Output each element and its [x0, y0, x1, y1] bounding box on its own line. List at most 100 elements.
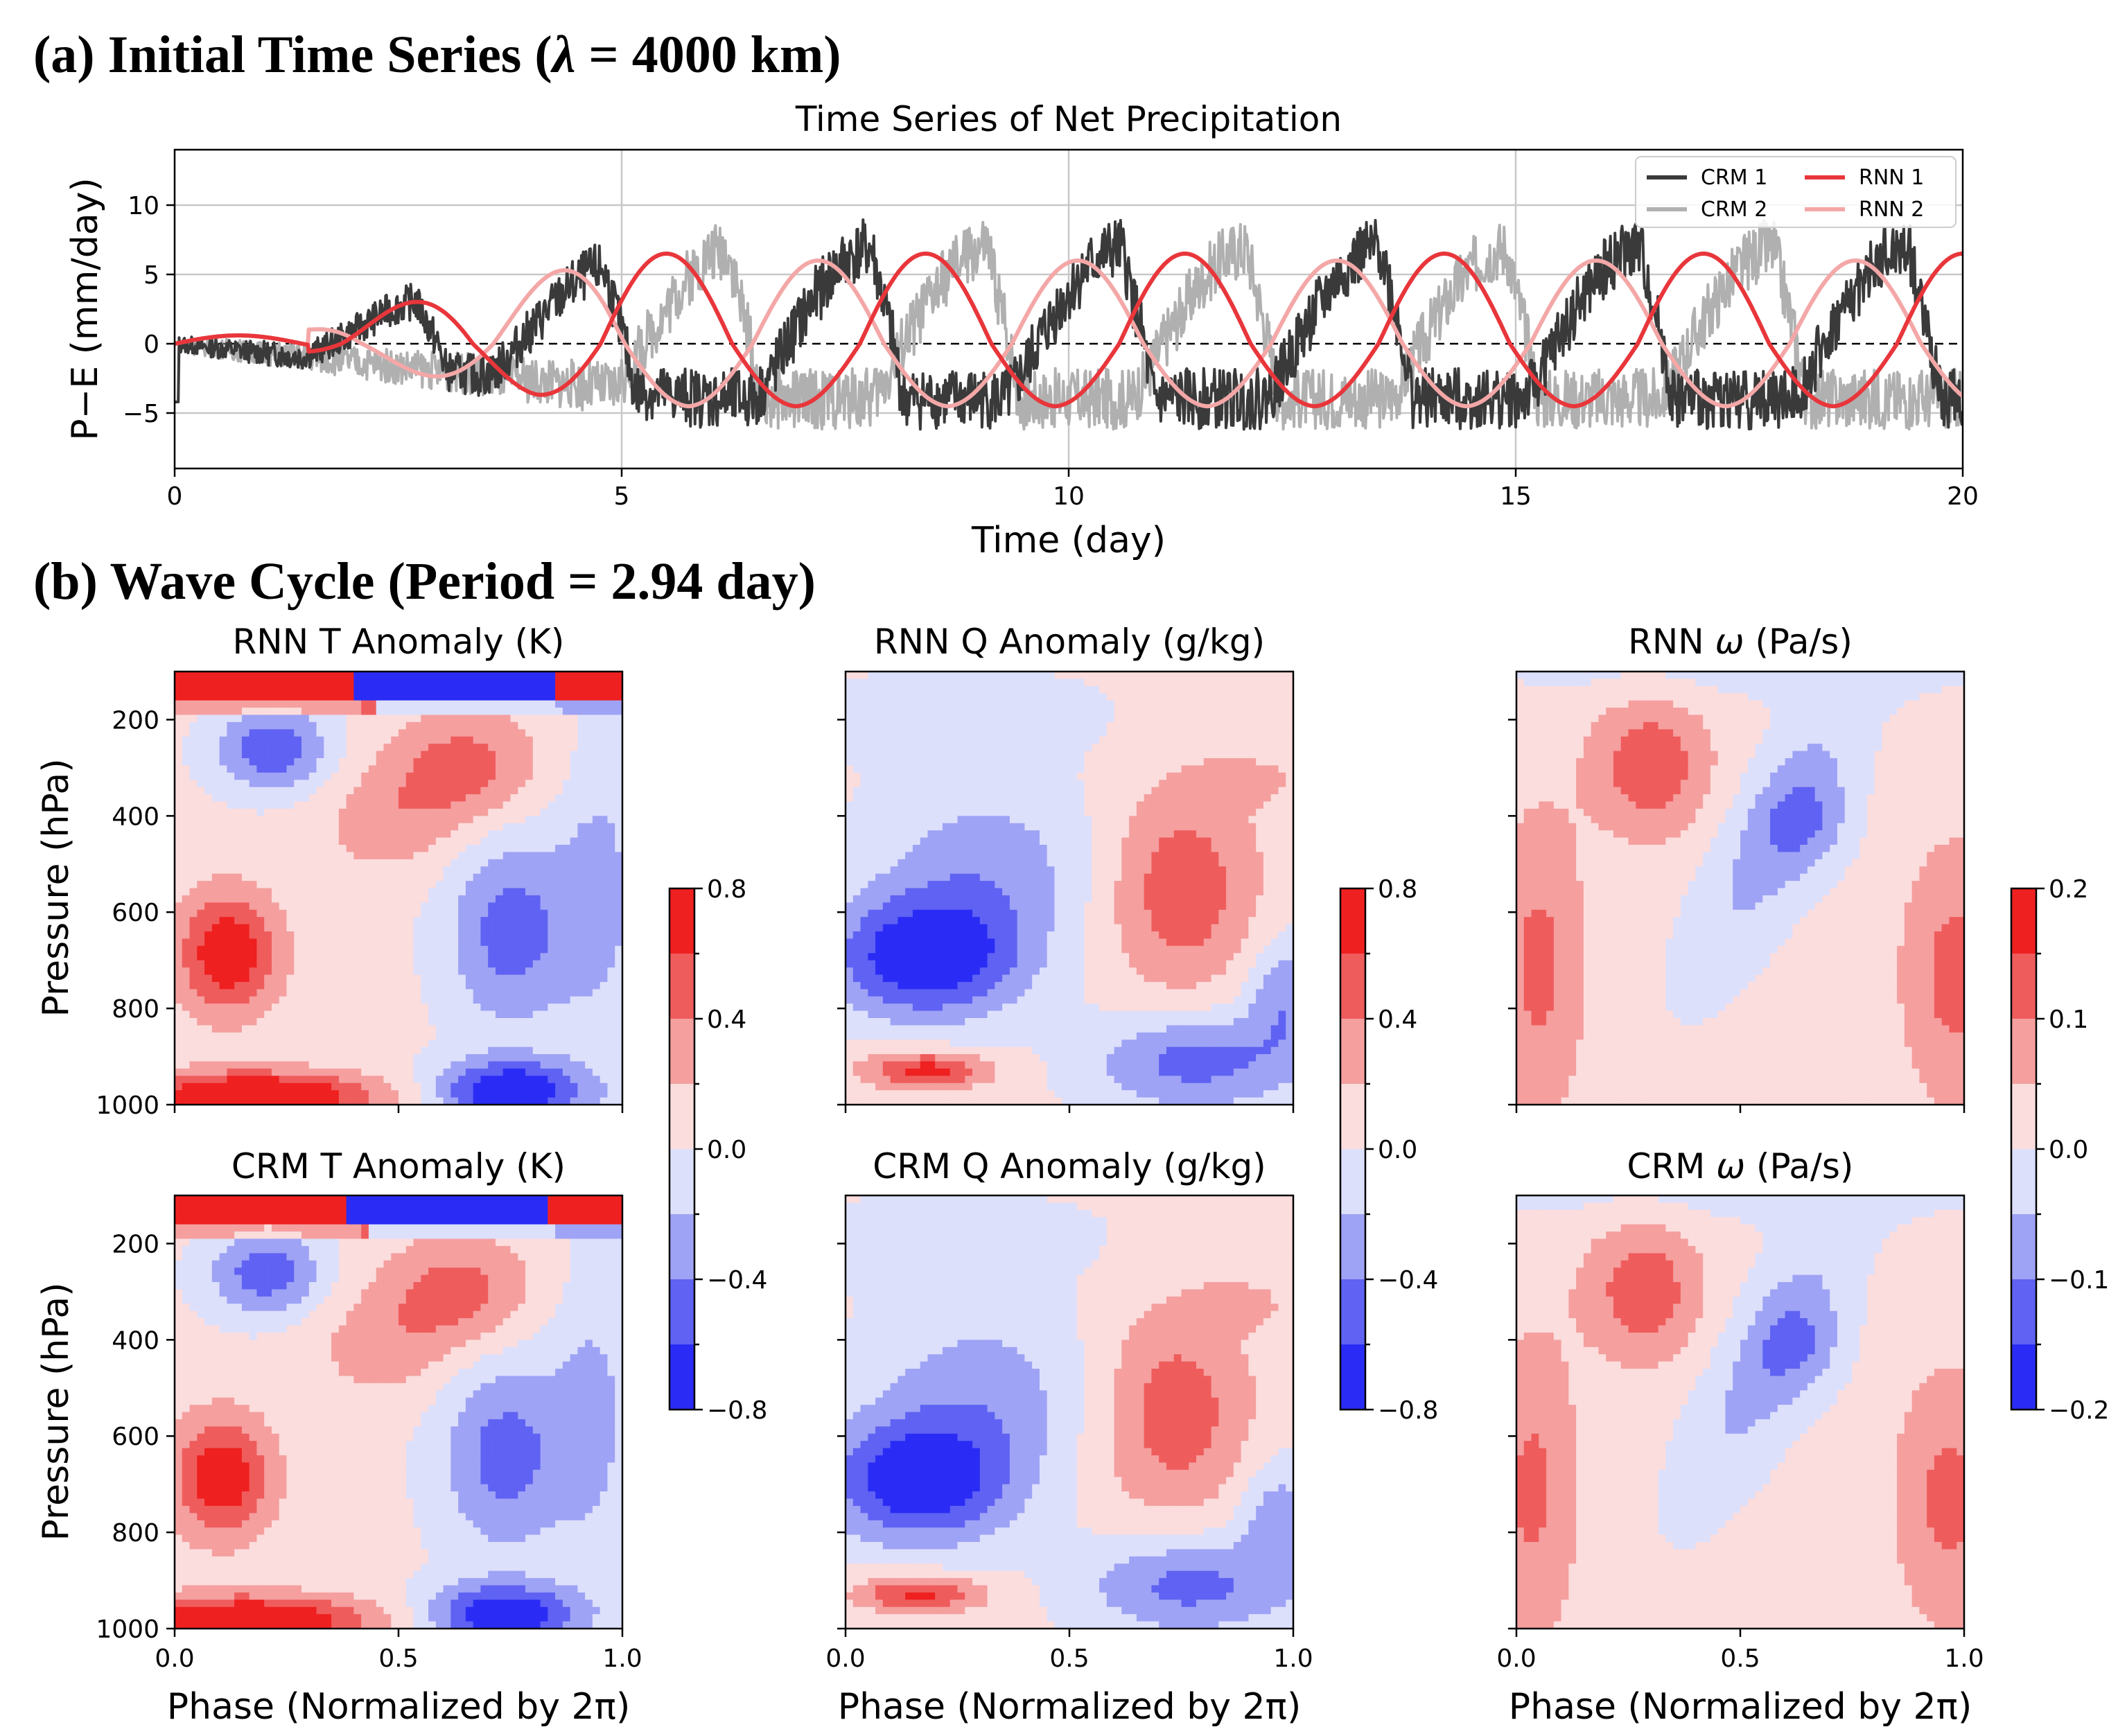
contour-cell — [338, 685, 347, 694]
contour-cell — [256, 758, 265, 766]
contour-cell — [502, 685, 511, 694]
contour-cell — [599, 1068, 609, 1076]
contour-cell — [256, 765, 265, 773]
contour-cell — [249, 751, 258, 759]
contour-cell — [979, 721, 988, 730]
contour-cell — [525, 758, 534, 766]
contour-cell — [495, 1082, 504, 1091]
contour-cell — [264, 845, 272, 853]
contour-cell — [234, 708, 243, 716]
contour-cell — [868, 1082, 876, 1091]
contour-cell — [592, 917, 601, 925]
contour-cell — [965, 1010, 973, 1019]
contour-cell — [182, 1032, 191, 1040]
contour-cell — [353, 700, 362, 708]
contour-cell — [383, 895, 392, 903]
contour-cell — [898, 1090, 906, 1098]
contour-cell — [480, 794, 489, 803]
contour-cell — [331, 1046, 340, 1055]
contour-cell — [912, 693, 921, 701]
contour-cell — [898, 1046, 906, 1055]
contour-cell — [391, 1025, 399, 1033]
contour-cell — [615, 924, 622, 932]
contour-cell — [383, 1076, 392, 1084]
contour-cell — [175, 721, 183, 730]
contour-cell — [399, 780, 407, 788]
contour-cell — [935, 736, 943, 744]
contour-cell — [957, 772, 965, 780]
contour-cell — [264, 751, 272, 759]
contour-cell — [607, 989, 615, 997]
contour-cell — [331, 917, 340, 925]
contour-cell — [615, 780, 622, 788]
contour-cell — [413, 845, 421, 853]
contour-cell — [510, 780, 518, 788]
contour-cell — [473, 953, 482, 961]
contour-cell — [279, 917, 288, 925]
contour-cell — [875, 1018, 884, 1026]
contour-cell — [525, 852, 534, 860]
contour-cell — [405, 1090, 414, 1098]
contour-cell — [599, 917, 609, 925]
contour-cell — [249, 1076, 258, 1084]
contour-cell — [995, 1068, 1003, 1076]
contour-cell — [540, 693, 548, 701]
contour-cell — [346, 700, 354, 708]
contour-cell — [346, 1061, 354, 1069]
contour-cell — [972, 1032, 981, 1040]
contour-cell — [383, 744, 392, 752]
contour-cell — [473, 772, 482, 780]
contour-cell — [480, 1082, 489, 1091]
contour-cell — [562, 902, 571, 911]
contour-cell — [965, 852, 973, 860]
contour-cell — [957, 931, 965, 940]
contour-cell — [488, 823, 496, 831]
contour-cell — [182, 873, 191, 882]
contour-cell — [860, 989, 868, 997]
contour-cell — [465, 917, 474, 925]
contour-cell — [905, 1010, 913, 1019]
contour-cell — [405, 714, 414, 723]
contour-cell — [562, 1054, 571, 1062]
contour-cell — [234, 729, 243, 737]
contour-cell — [592, 888, 601, 896]
contour-cell — [949, 765, 959, 773]
contour-cell — [480, 866, 489, 875]
contour-cell — [458, 974, 466, 983]
contour-cell — [592, 672, 601, 680]
contour-cell — [480, 678, 489, 687]
contour-cell — [510, 924, 518, 932]
contour-cell — [197, 1032, 205, 1040]
contour-cell — [987, 1097, 995, 1105]
contour-cell — [331, 751, 340, 759]
contour-cell — [607, 780, 615, 788]
contour-cell — [234, 989, 243, 997]
contour-cell — [458, 931, 466, 940]
contour-cell — [480, 888, 489, 896]
contour-cell — [502, 780, 511, 788]
contour-cell — [197, 895, 205, 903]
contour-cell — [548, 808, 556, 816]
contour-cell — [942, 708, 951, 716]
contour-cell — [182, 1054, 191, 1062]
contour-cell — [361, 1097, 369, 1105]
contour-cell — [368, 873, 377, 882]
contour-cell — [577, 693, 586, 701]
contour-cell — [972, 1040, 981, 1048]
contour-cell — [607, 1068, 615, 1076]
contour-cell — [405, 708, 414, 716]
contour-cell — [585, 873, 593, 882]
contour-cell — [301, 852, 310, 860]
contour-cell — [532, 787, 541, 795]
contour-cell — [294, 924, 302, 932]
contour-cell — [882, 924, 891, 932]
contour-cell — [599, 981, 609, 990]
contour-cell — [473, 744, 482, 752]
contour-cell — [271, 787, 280, 795]
contour-cell — [279, 693, 288, 701]
contour-cell — [234, 1003, 243, 1012]
contour-cell — [271, 678, 280, 687]
contour-cell — [324, 845, 332, 853]
contour-cell — [495, 1010, 504, 1019]
contour-cell — [555, 960, 563, 968]
